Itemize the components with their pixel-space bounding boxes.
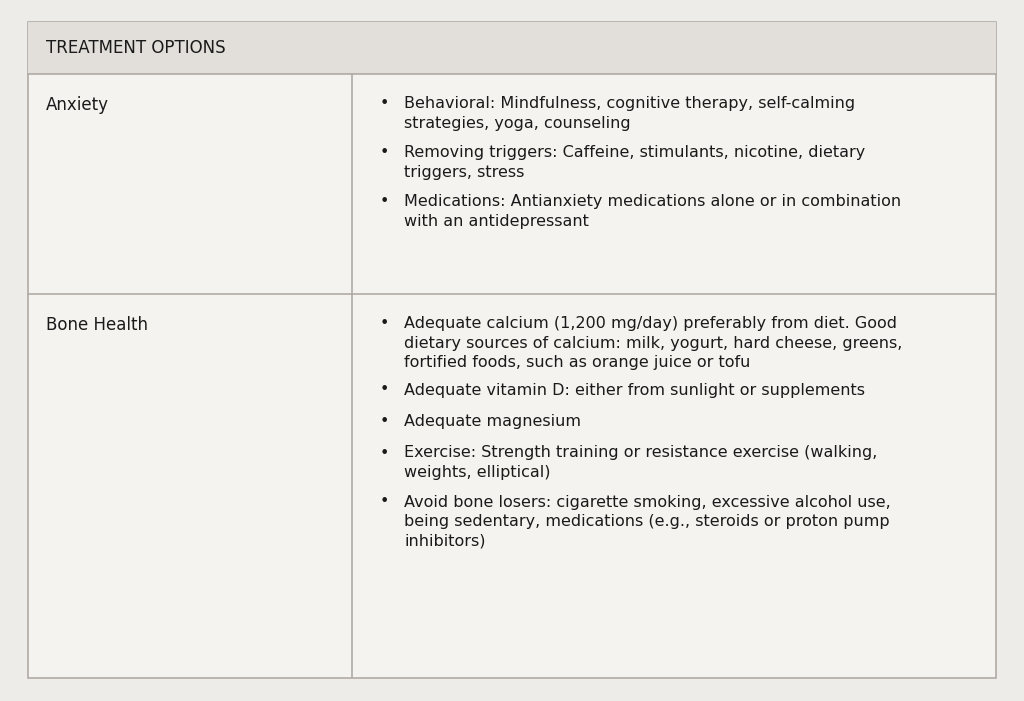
Text: Removing triggers: Caffeine, stimulants, nicotine, dietary
triggers, stress: Removing triggers: Caffeine, stimulants,… xyxy=(404,145,865,179)
Text: •: • xyxy=(380,446,389,461)
Text: •: • xyxy=(380,316,389,331)
Text: Adequate calcium (1,200 mg/day) preferably from diet. Good
dietary sources of ca: Adequate calcium (1,200 mg/day) preferab… xyxy=(404,316,902,370)
Text: Medications: Antianxiety medications alone or in combination
with an antidepress: Medications: Antianxiety medications alo… xyxy=(404,194,901,229)
Text: Adequate vitamin D: either from sunlight or supplements: Adequate vitamin D: either from sunlight… xyxy=(404,383,865,397)
Text: Behavioral: Mindfulness, cognitive therapy, self-calming
strategies, yoga, couns: Behavioral: Mindfulness, cognitive thera… xyxy=(404,96,855,130)
Text: •: • xyxy=(380,414,389,429)
Text: •: • xyxy=(380,494,389,510)
Text: Exercise: Strength training or resistance exercise (walking,
weights, elliptical: Exercise: Strength training or resistanc… xyxy=(404,446,878,480)
Text: Avoid bone losers: cigarette smoking, excessive alcohol use,
being sedentary, me: Avoid bone losers: cigarette smoking, ex… xyxy=(404,494,891,549)
Text: •: • xyxy=(380,96,389,111)
Bar xyxy=(28,22,996,74)
Text: •: • xyxy=(380,194,389,209)
Text: Adequate magnesium: Adequate magnesium xyxy=(404,414,581,429)
Text: TREATMENT OPTIONS: TREATMENT OPTIONS xyxy=(46,39,225,57)
Text: •: • xyxy=(380,383,389,397)
Text: •: • xyxy=(380,145,389,160)
Text: Bone Health: Bone Health xyxy=(46,316,148,334)
Text: Anxiety: Anxiety xyxy=(46,96,109,114)
